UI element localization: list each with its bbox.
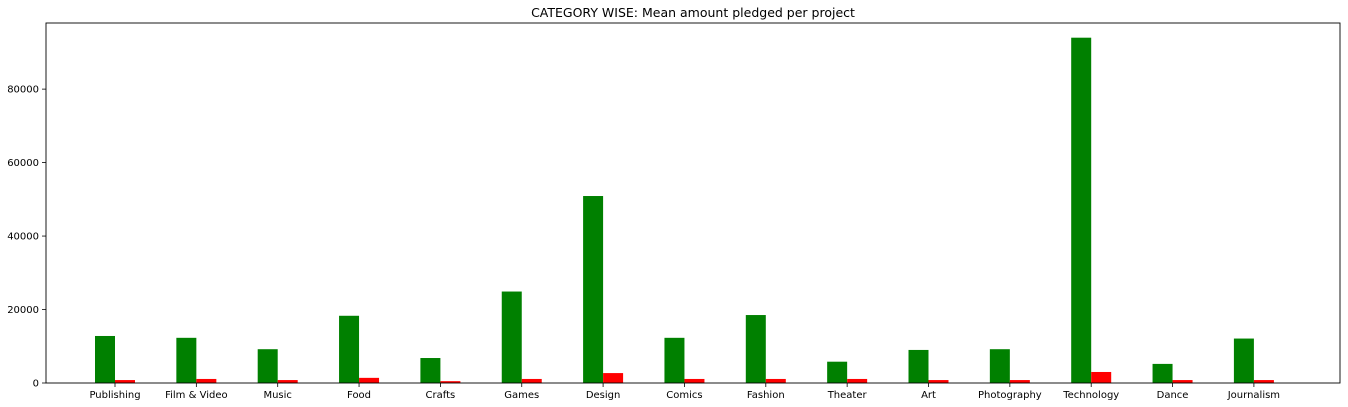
x-tick-label: Technology (1062, 390, 1119, 401)
x-tick-label: Theater (827, 390, 868, 401)
bar-green-art (908, 349, 929, 383)
bar-green-theater (827, 361, 848, 383)
bar-green-journalism (1233, 338, 1254, 383)
bar-green-food (339, 315, 360, 383)
y-axis: 0 20000 40000 60000 80000 (7, 85, 46, 390)
bar-red-photography (1009, 380, 1030, 383)
bar-green-design (583, 196, 604, 383)
x-tick-label: Music (263, 390, 291, 401)
x-tick-label: Journalism (1227, 390, 1280, 401)
x-tick-label: Film & Video (165, 390, 228, 401)
bar-red-journalism (1253, 380, 1274, 383)
bar-green-publishing (95, 335, 115, 383)
bar-green-dance (1152, 363, 1173, 383)
bar-red-art (928, 380, 949, 383)
bar-green-fashion (745, 315, 766, 383)
bar-red-comics (684, 378, 705, 383)
bar-red-technology (1091, 371, 1112, 383)
bar-red-publishing (115, 380, 135, 383)
y-tick-label: 40000 (7, 232, 39, 243)
bar-green-technology (1071, 37, 1092, 383)
bar-red-music (277, 380, 298, 383)
bar-red-dance (1172, 380, 1193, 383)
bar-red-fashion (765, 378, 786, 383)
bar-green-photography (989, 349, 1010, 383)
x-axis: Publishing Film & Video Music Food Crafts Gam… (89, 383, 1280, 401)
x-tick-label: Publishing (89, 390, 140, 401)
bar-green-comics (664, 337, 685, 383)
bar-red-theater (847, 378, 868, 383)
bar-green-games (501, 291, 522, 383)
plot-frame (45, 22, 1341, 384)
x-tick-label: Games (504, 390, 539, 401)
chart-title: CATEGORY WISE: Mean amount pledged per p… (531, 5, 855, 20)
x-tick-label: Comics (666, 390, 702, 401)
bar-red-crafts (440, 381, 461, 383)
y-tick-label: 60000 (7, 158, 39, 169)
x-tick-label: Fashion (747, 390, 785, 401)
x-tick-label: Food (347, 390, 371, 401)
x-tick-label: Art (921, 390, 936, 401)
bar-red-design (603, 373, 624, 383)
y-tick-label: 0 (33, 379, 39, 390)
bar-red-film-video (196, 378, 217, 383)
bar-green-crafts (420, 358, 441, 383)
y-tick-label: 20000 (7, 305, 39, 316)
bar-green-film-video (176, 337, 197, 383)
bar-red-food (359, 377, 380, 383)
bar-green-music (257, 349, 278, 383)
y-tick-label: 80000 (7, 85, 39, 96)
x-tick-label: Crafts (426, 390, 456, 401)
x-tick-label: Dance (1157, 390, 1189, 401)
x-tick-label: Design (586, 390, 621, 401)
x-tick-label: Photography (978, 390, 1042, 401)
bars-group (95, 37, 1274, 383)
bar-red-games (521, 378, 542, 383)
